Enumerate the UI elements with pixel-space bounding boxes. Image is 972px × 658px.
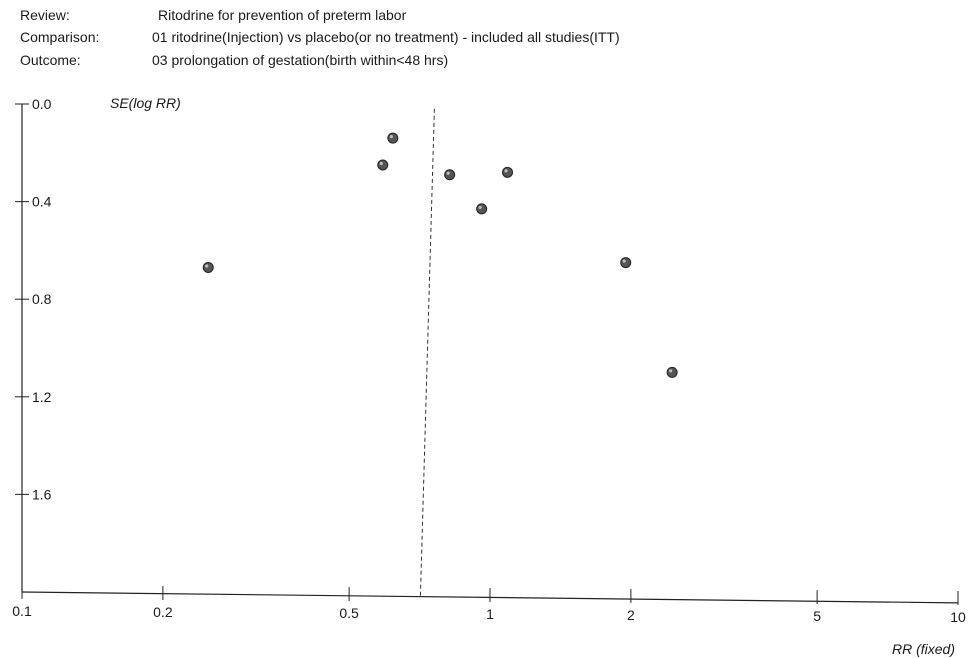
x-tick-label: 2 <box>627 607 635 623</box>
study-point <box>620 257 632 269</box>
x-tick-label: 0.1 <box>12 603 32 619</box>
comparison-value: 01 ritodrine(Injection) vs placebo(or no… <box>152 29 620 45</box>
study-point <box>476 203 488 215</box>
study-point <box>666 366 678 378</box>
y-tick-label: 0.8 <box>32 291 52 307</box>
review-value: Ritodrine for prevention of preterm labo… <box>158 7 407 23</box>
outcome-row: Outcome: 03 prolongation of gestation(bir… <box>20 52 448 68</box>
x-tick-label: 5 <box>813 608 821 624</box>
y-tick-label: 0.4 <box>32 194 52 210</box>
pooled-estimate-line <box>419 108 435 598</box>
y-tick-label: 0.0 <box>32 96 52 112</box>
x-axis-label: RR (fixed) <box>892 641 955 657</box>
outcome-label: Outcome: <box>20 52 81 68</box>
study-point <box>387 132 399 144</box>
study-points <box>202 132 678 378</box>
x-tick-label: 0.5 <box>339 605 359 621</box>
y-tick-label: 1.2 <box>32 389 52 405</box>
study-point <box>444 169 456 181</box>
plot-axes <box>21 104 959 604</box>
x-tick-label: 1 <box>486 606 494 622</box>
x-tick-label: 10 <box>950 609 966 625</box>
axis-labels: SE(log RR) RR (fixed) <box>110 95 955 657</box>
y-tick-label: 1.6 <box>32 486 52 502</box>
comparison-label: Comparison: <box>20 29 100 45</box>
review-label: Review: <box>20 7 70 23</box>
outcome-value: 03 prolongation of gestation(birth withi… <box>152 52 449 68</box>
review-row: Review: Ritodrine for prevention of prete… <box>20 7 406 23</box>
axis-ticks: 0.1 0.2 0.5 1 2 5 10 0.0 0.4 0.8 1.2 1.6 <box>12 96 966 625</box>
y-axis-label: SE(log RR) <box>110 95 181 111</box>
comparison-row: Comparison: 01 ritodrine(Injection) vs pl… <box>20 29 620 45</box>
pooled-estimate-dashed-line <box>419 108 435 598</box>
x-tick-label: 0.2 <box>153 604 173 620</box>
study-point <box>377 159 389 171</box>
study-point <box>202 261 214 273</box>
chart-header: Review: Ritodrine for prevention of prete… <box>0 0 972 90</box>
study-point <box>502 166 514 178</box>
